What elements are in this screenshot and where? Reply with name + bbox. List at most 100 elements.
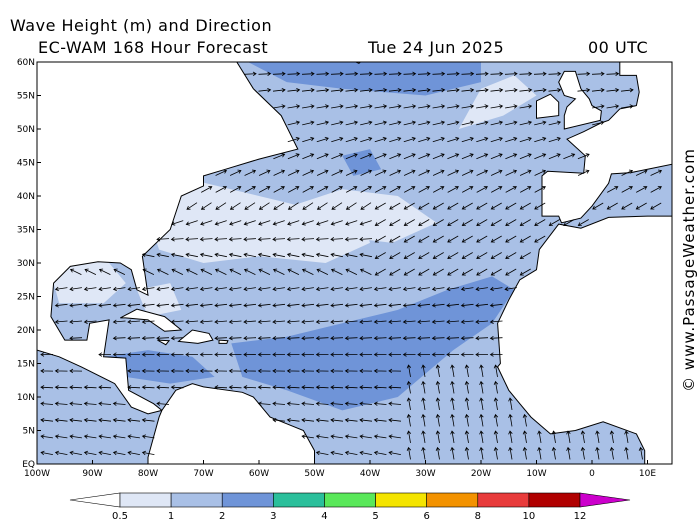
direction-arrow	[446, 319, 460, 324]
land-area	[218, 339, 229, 344]
colorbar-label: 10	[523, 511, 536, 522]
direction-arrow	[577, 153, 590, 160]
land-area	[536, 93, 560, 119]
direction-arrow	[229, 169, 242, 176]
direction-arrow	[479, 380, 484, 394]
colorbar-label: 2	[219, 511, 225, 522]
wave-patch	[231, 276, 515, 411]
direction-arrow	[185, 236, 199, 242]
direction-arrow	[519, 136, 532, 143]
direction-arrow	[315, 385, 329, 390]
direction-arrow	[69, 303, 83, 308]
direction-arrow	[69, 434, 82, 439]
direction-arrow	[316, 104, 330, 109]
land-area	[37, 62, 299, 415]
wave-patch	[136, 283, 182, 317]
lon-label: 20W	[471, 469, 491, 479]
direction-arrow	[243, 71, 257, 77]
direction-arrow	[112, 319, 126, 324]
direction-arrow	[170, 335, 184, 341]
direction-arrow	[373, 368, 387, 374]
direction-arrow	[258, 71, 272, 77]
lat-label: 60N	[17, 58, 35, 68]
direction-arrow	[421, 430, 426, 443]
direction-arrow	[373, 401, 387, 406]
direction-arrow	[431, 286, 445, 292]
direction-arrow	[489, 319, 503, 324]
direction-arrow	[406, 397, 412, 410]
direction-arrow	[566, 446, 571, 460]
direction-arrow	[464, 397, 470, 410]
direction-arrow	[301, 303, 315, 308]
direction-arrow	[476, 120, 489, 126]
direction-arrow	[447, 153, 460, 160]
direction-arrow	[214, 352, 228, 357]
direction-arrow	[316, 71, 330, 77]
direction-arrow	[519, 252, 531, 259]
direction-arrow	[141, 352, 155, 357]
direction-arrow	[621, 104, 634, 109]
direction-arrow	[346, 186, 358, 193]
direction-arrow	[360, 186, 372, 193]
direction-arrow	[403, 71, 417, 77]
direction-arrow	[344, 303, 358, 308]
direction-arrow	[287, 120, 301, 126]
direction-arrow	[447, 136, 460, 143]
direction-arrow	[344, 368, 358, 374]
time: 00 UTC	[588, 38, 648, 57]
direction-arrow	[127, 352, 141, 357]
direction-arrow	[447, 104, 460, 109]
direction-arrow	[505, 153, 518, 160]
direction-arrow	[330, 417, 344, 423]
colorbar-segment	[119, 492, 172, 508]
direction-arrow	[301, 268, 314, 275]
direction-arrow	[302, 169, 315, 176]
direction-arrow	[421, 446, 426, 460]
direction-arrow	[450, 430, 455, 443]
direction-arrow	[505, 202, 517, 210]
direction-arrow	[374, 219, 386, 226]
direction-arrow	[200, 202, 212, 210]
direction-arrow	[316, 169, 329, 176]
direction-arrow	[243, 352, 257, 357]
direction-arrow	[330, 352, 344, 357]
direction-arrow	[54, 434, 68, 439]
direction-arrow	[186, 202, 198, 210]
direction-arrow	[417, 319, 431, 324]
direction-arrow	[461, 120, 475, 126]
direction-arrow	[389, 219, 401, 226]
direction-arrow	[435, 364, 441, 377]
colorbar-label: 5	[372, 511, 378, 522]
direction-arrow	[272, 417, 286, 423]
lon-label: 10E	[639, 469, 656, 479]
direction-arrow	[374, 268, 386, 276]
direction-arrow	[636, 186, 648, 193]
direction-arrow	[330, 71, 344, 77]
direction-arrow	[244, 186, 256, 193]
direction-arrow	[621, 202, 633, 210]
direction-arrow	[450, 380, 455, 394]
direction-arrow	[505, 235, 517, 243]
direction-arrow	[185, 319, 199, 324]
direction-arrow	[170, 236, 184, 242]
direction-arrow	[505, 169, 518, 176]
direction-arrow	[464, 446, 470, 460]
lat-label: 25N	[17, 293, 35, 303]
direction-arrow	[301, 71, 315, 77]
direction-arrow	[214, 268, 227, 275]
direction-arrow	[621, 186, 633, 193]
direction-arrow	[446, 303, 460, 308]
direction-arrow	[156, 268, 169, 275]
direction-arrow	[272, 401, 286, 406]
direction-arrow	[360, 153, 373, 160]
map	[37, 62, 672, 464]
direction-arrow	[243, 268, 256, 275]
direction-arrow	[287, 220, 300, 226]
direction-arrow	[360, 120, 373, 126]
lat-label: 35N	[17, 226, 35, 236]
direction-arrow	[519, 71, 533, 77]
direction-arrow	[273, 202, 285, 210]
direction-arrow	[403, 219, 415, 226]
direction-arrow	[374, 104, 388, 109]
direction-arrow	[389, 202, 401, 210]
